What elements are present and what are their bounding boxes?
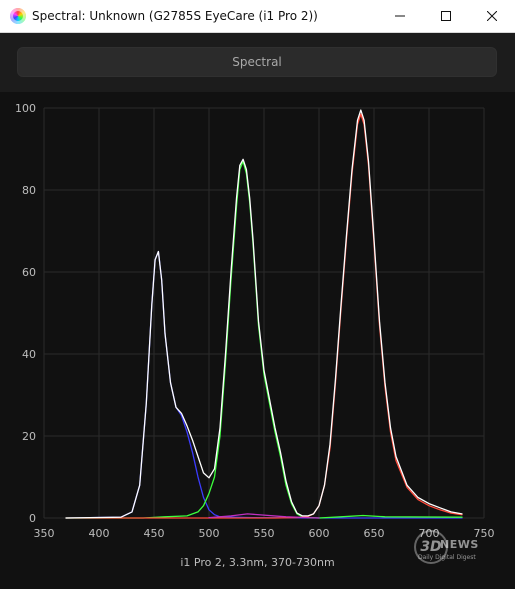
spectral-view-button[interactable]: Spectral bbox=[17, 47, 497, 77]
watermark-name: NEWS bbox=[440, 538, 479, 551]
spectral-app-icon bbox=[10, 8, 26, 24]
x-tick-label: 500 bbox=[199, 527, 220, 540]
x-tick-label: 750 bbox=[474, 527, 495, 540]
close-button[interactable] bbox=[469, 0, 515, 32]
y-tick-label: 0 bbox=[29, 512, 36, 525]
y-tick-label: 60 bbox=[22, 266, 36, 279]
x-tick-label: 600 bbox=[309, 527, 330, 540]
watermark-logo: 3D NEWS Daily Digital Digest bbox=[414, 530, 504, 566]
window-title: Spectral: Unknown (G2785S EyeCare (i1 Pr… bbox=[32, 9, 318, 23]
watermark-mark: 3D bbox=[414, 530, 448, 564]
y-tick-label: 100 bbox=[15, 102, 36, 115]
spectral-view-button-label: Spectral bbox=[232, 55, 282, 69]
x-tick-label: 650 bbox=[364, 527, 385, 540]
minimize-button[interactable] bbox=[377, 0, 423, 32]
close-icon bbox=[487, 11, 497, 21]
maximize-button[interactable] bbox=[423, 0, 469, 32]
spectrum-series-line bbox=[65, 109, 463, 519]
title-bar: Spectral: Unknown (G2785S EyeCare (i1 Pr… bbox=[0, 0, 515, 33]
y-tick-label: 40 bbox=[22, 348, 36, 361]
instrument-caption: i1 Pro 2, 3.3nm, 370-730nm bbox=[180, 556, 335, 569]
spectrum-series-line bbox=[208, 513, 320, 519]
x-tick-label: 450 bbox=[144, 527, 165, 540]
watermark-tagline: Daily Digital Digest bbox=[418, 554, 476, 561]
maximize-icon bbox=[441, 11, 451, 21]
y-tick-label: 20 bbox=[22, 430, 36, 443]
minimize-icon bbox=[395, 15, 405, 17]
x-tick-label: 400 bbox=[89, 527, 110, 540]
y-tick-label: 80 bbox=[22, 184, 36, 197]
x-tick-label: 350 bbox=[34, 527, 55, 540]
x-tick-label: 550 bbox=[254, 527, 275, 540]
